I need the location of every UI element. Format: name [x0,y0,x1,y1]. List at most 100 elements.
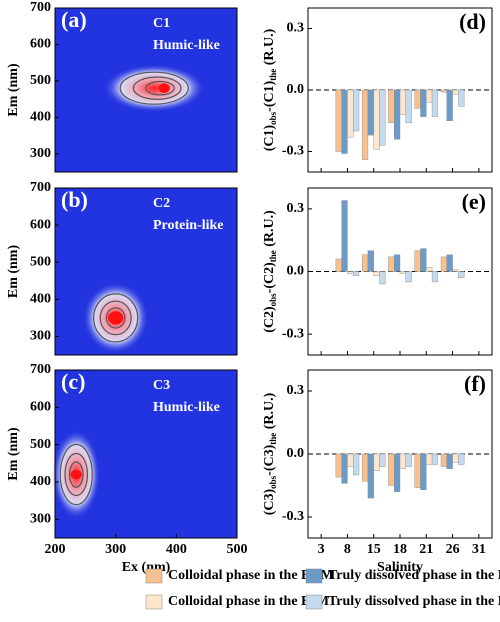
bar [353,89,360,132]
y-tick-label: 700 [30,0,51,15]
x-tick-label: 15 [367,542,381,557]
contour-line [145,80,175,96]
y-axis-label-part: the [268,250,278,262]
bar [405,453,412,467]
y-axis-label-part: (R.U.) [262,392,277,432]
bar [420,453,427,490]
contour-line [132,76,182,100]
panel-label: (f) [464,371,486,396]
y-tick-label: 500 [30,437,51,452]
component-label: C2 [153,196,170,211]
y-axis-label-part: the [268,69,278,81]
bar [341,453,348,484]
y-tick-label: 400 [30,292,51,307]
bar [426,89,433,103]
bar [446,254,453,272]
y-axis-label: Em (nm) [6,245,21,299]
component-label: C3 [153,378,170,393]
y-axis-label-part: -(C2) [262,262,277,293]
panel-label: (a) [61,7,87,32]
panel-label: (e) [462,189,486,214]
legend-swatch [305,594,323,610]
y-axis-label-part: -(C3) [262,444,277,475]
bar [335,453,342,478]
bar [353,271,360,276]
bar [431,271,439,283]
contour-line [68,461,84,488]
bar [452,89,459,95]
y-tick-label: 300 [30,146,51,161]
bar [394,89,401,140]
y-tick-label: 600 [30,37,51,52]
bar [361,89,369,160]
component-type: Protein-like [153,218,224,233]
contour-line [119,71,189,105]
peak [82,281,149,354]
bar [379,89,386,146]
x-tick-label: 21 [419,542,433,557]
plot-frame [54,369,238,539]
bar [426,453,433,465]
bar [440,453,447,467]
bar [388,256,395,272]
component-type: Humic-like [153,400,220,415]
y-tick-label: -0.3 [282,509,304,524]
x-tick-label: 8 [344,542,351,557]
y-axis-label-part: (R.U.) [262,28,277,68]
x-tick-label: 200 [45,542,66,557]
bar [341,89,348,154]
panel-label: (d) [459,9,486,34]
bar [458,453,465,465]
y-axis-label-part: (C2) [262,306,277,333]
y-tick-label: 400 [30,474,51,489]
bar [335,89,342,152]
bar [405,271,412,283]
y-tick-label: 0.3 [287,383,305,398]
y-axis-label-part: (C3) [262,489,277,516]
bar [414,89,421,109]
bar [353,453,360,476]
bar [361,254,369,272]
y-axis-label-part: obs [268,111,278,125]
y-axis-label-part: the [268,433,278,445]
y-axis-label: (C3)obs-(C3)the (R.U.) [262,392,278,515]
x-tick-label: 26 [446,542,460,557]
y-axis-label-part: obs [268,293,278,307]
bar [405,89,412,123]
bar [394,254,401,272]
y-axis-label: Em (nm) [6,63,21,117]
bar [446,453,453,469]
y-tick-label: 600 [30,400,51,415]
y-tick-label: 0.3 [287,201,305,216]
bar [431,453,439,465]
y-axis-label: (C2)obs-(C2)the (R.U.) [262,210,278,333]
bar [367,89,374,136]
y-tick-label: 0.3 [287,21,305,36]
bar [452,453,459,463]
y-tick-label: 0.0 [287,82,305,97]
y-axis-label: Em (nm) [6,427,21,481]
y-axis-label-part: -(C1) [262,80,277,111]
bar [373,89,380,150]
bar [347,271,354,274]
y-axis-label-part: (C1) [262,125,277,152]
y-tick-label: 0.0 [287,446,305,461]
x-tick-label: 400 [166,542,187,557]
bar [414,250,421,272]
legend-label: Truly dissolved phase in the BAM [328,568,500,583]
x-tick-label: 500 [227,542,248,557]
bar [361,453,369,482]
bar [367,250,374,272]
peak-core [158,83,170,93]
x-tick-label: 300 [105,542,126,557]
x-tick-label: 3 [318,542,325,557]
component-type: Humic-like [153,38,220,53]
y-tick-label: -0.3 [282,144,304,159]
legend-label: Colloidal phase in the BIM [168,594,329,609]
legend-swatch [305,568,323,584]
x-tick-label: 18 [393,542,407,557]
bar [347,453,354,467]
bar [426,267,433,272]
plot-frame [54,7,238,173]
